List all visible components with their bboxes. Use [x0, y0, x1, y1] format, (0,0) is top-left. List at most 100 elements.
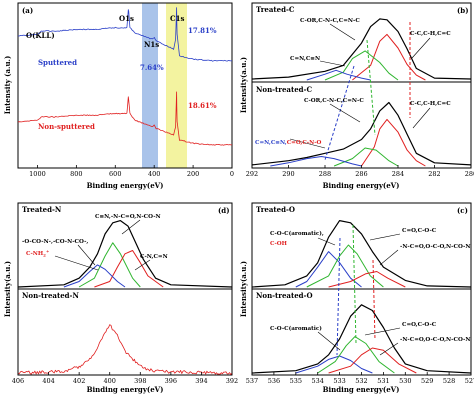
b-nontreated-blue-label-1: C=N,C≡N, — [255, 140, 287, 146]
series-c-treated-o-c-o-c-o-c — [306, 244, 384, 288]
label-pointer-7 — [77, 244, 96, 266]
tick-label-d-394: 394 — [195, 377, 207, 385]
n1s-label: N1s — [144, 40, 159, 49]
tick-label-d-402: 402 — [73, 377, 85, 385]
treated-o-label: Treated-O — [256, 205, 295, 214]
label-pointer-2 — [319, 60, 346, 67]
nontreated-c-label: Non-treated-C — [256, 85, 312, 94]
tick-label-b-280: 280 — [465, 170, 474, 178]
series-d-non-treated-n — [17, 324, 233, 375]
d-treated-nh-sup: + — [46, 249, 49, 254]
panel-b: 292 290 288 286 284 282 280 (b) Treated-C Non-… — [239, 2, 474, 190]
panel-a-frame — [17, 2, 233, 169]
n1s-band — [142, 3, 158, 168]
o1s-label: O1s — [119, 14, 134, 23]
tick-label-c-530: 530 — [399, 377, 411, 385]
tick-label-d-400: 400 — [104, 377, 116, 385]
tick-label-c-535: 535 — [290, 377, 302, 385]
treated-n-label: Treated-N — [22, 205, 62, 214]
tick-label-c-537: 537 — [246, 377, 258, 385]
tick-label-a-800: 800 — [70, 170, 82, 178]
panel-c-letter: (c) — [457, 206, 468, 215]
c1s-percent-nonsputtered: 18.61% — [188, 101, 217, 110]
tick-label-c-531: 531 — [377, 377, 389, 385]
tick-label-d-396: 396 — [165, 377, 177, 385]
label-pointer-1 — [411, 37, 431, 59]
tick-label-b-292: 292 — [246, 170, 258, 178]
series-b-treated-c-c-c-c-h-c-c — [352, 33, 426, 81]
series-a-non-sputtered — [17, 91, 233, 146]
label-pointer-6 — [121, 219, 141, 235]
tick-label-d-398: 398 — [134, 377, 146, 385]
series-c-non-treated-o-n-c-o-o-c-o-n-co-n — [328, 347, 417, 374]
label-pointer-8 — [54, 255, 99, 271]
label-pointer-3 — [329, 103, 361, 123]
d-treated-nh-sub: 2 — [43, 253, 46, 258]
c-nontreated-green-label: C=O,C-O-C — [402, 322, 437, 328]
panel-a: 1000 800 600 400 200 0 (a) O(KLL) O1s N1s C1s… — [3, 2, 234, 190]
c-treated-blue-label: C-O-C(aromatic), — [270, 230, 324, 237]
panel-c-xlabel: Binding energy(eV) — [323, 385, 400, 394]
panel-d-xlabel: Binding energy(eV) — [87, 385, 164, 394]
tick-label-c-536: 536 — [268, 377, 280, 385]
panel-c-ylabel: Intensity(a.u.) — [239, 261, 248, 317]
series-c-non-treated-o-envelope — [251, 304, 472, 374]
tick-label-d-404: 404 — [42, 377, 54, 385]
tick-label-b-286: 286 — [355, 170, 367, 178]
panel-d: 406 404 402 400 398 396 394 392 (d) Treated-N N… — [3, 202, 238, 394]
panel-a-letter: (a) — [22, 6, 33, 15]
guide-line-blue-3 — [336, 237, 341, 356]
panel-b-plot — [251, 18, 472, 167]
tick-label-c-532: 532 — [355, 377, 367, 385]
panel-a-xticks: 1000 800 600 400 200 0 — [29, 165, 234, 178]
panel-b-ylabel: Intensity(a.u.) — [239, 57, 248, 113]
tick-label-c-529: 529 — [421, 377, 433, 385]
panel-c-plot — [251, 220, 472, 374]
panel-c-xticks: 537 536 535 534 533 532 531 530 529 528 527 — [246, 372, 474, 385]
tick-label-b-290: 290 — [282, 170, 294, 178]
panel-a-xlabel: Binding energy(eV) — [87, 181, 164, 190]
label-pointer-5 — [289, 138, 326, 149]
tick-label-c-534: 534 — [311, 377, 323, 385]
panel-b-xticks: 292 290 288 286 284 282 280 — [246, 165, 474, 178]
panel-c: 537 536 535 534 533 532 531 530 529 528 527 (c) Tr… — [239, 202, 474, 394]
c-nontreated-blue-label: C-O-C(aromatic) — [270, 325, 322, 332]
series-c-non-treated-o-c-o-c-aromatic — [295, 355, 373, 374]
label-pointer-4 — [412, 107, 431, 129]
d-treated-nh-text: C-NH — [26, 251, 44, 257]
panel-d-xticks: 406 404 402 400 398 396 394 392 — [12, 372, 238, 385]
series-b-non-treated-c-c-or-c-n-c-c-n-c — [333, 147, 399, 167]
guide-line-blue-0 — [324, 65, 355, 161]
series-c-treated-o-n-c-o-o-c-o-n-co-n — [328, 271, 406, 288]
guide-line-red-5 — [372, 259, 376, 341]
panel-d-plot — [17, 219, 233, 375]
label-pointer-9 — [134, 259, 151, 271]
tick-label-c-528: 528 — [443, 377, 455, 385]
series-c-treated-o-envelope — [251, 220, 472, 288]
label-pointer-15 — [379, 342, 399, 356]
series-d-treated-n-envelope — [17, 220, 233, 288]
panel-a-plot — [17, 7, 233, 146]
b-nontreated-blue-label-2: C=O,C-N-O — [287, 140, 322, 146]
tick-label-b-284: 284 — [392, 170, 404, 178]
tick-label-a-0: 0 — [230, 170, 234, 178]
series-a-sputtered — [18, 7, 233, 62]
series-b-non-treated-c-c-n-c-n-c-o-c-n-o — [270, 156, 362, 167]
legend-sputtered: Sputtered — [38, 58, 77, 67]
guide-line-green-4 — [352, 224, 357, 344]
legend-nonsputtered: Non-sputtered — [38, 122, 95, 131]
series-b-treated-c-c-n-c-n — [306, 69, 371, 81]
panel-b-xlabel: Binding energy(eV) — [323, 181, 400, 190]
c1s-band — [166, 3, 187, 168]
b-treated-green-label: C-OR,C-N-C,C=N-C — [300, 18, 360, 24]
tick-label-a-400: 400 — [148, 170, 160, 178]
treated-c-label: Treated-C — [256, 5, 295, 14]
series-d-treated-n-o-co-n-co-n-co — [63, 264, 126, 288]
d-treated-red-label: C-N,C=N — [140, 254, 168, 260]
c1s-label: C1s — [170, 14, 184, 23]
label-pointer-13 — [317, 331, 341, 351]
tick-label-b-288: 288 — [319, 170, 331, 178]
tick-label-b-282: 282 — [428, 170, 440, 178]
series-b-treated-c-envelope — [251, 18, 472, 80]
